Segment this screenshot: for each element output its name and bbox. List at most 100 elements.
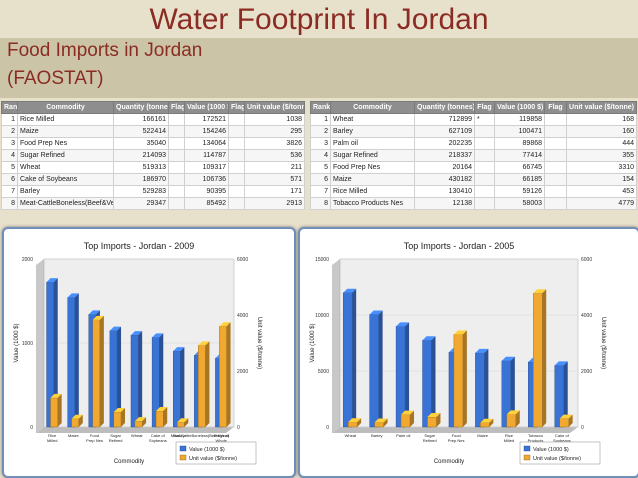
column-header[interactable]: Rank (310, 101, 331, 114)
table-cell: 5 (1, 161, 18, 174)
x-tick-label: Wheat (345, 433, 357, 438)
table-cell: 109317 (184, 161, 229, 174)
column-header[interactable]: Flag (168, 101, 185, 114)
table-cell: Food Prep Nes (330, 161, 415, 174)
table-cell: Wheat (330, 113, 415, 126)
table-cell (544, 185, 567, 198)
column-header[interactable]: Value (1000 $) (494, 101, 545, 114)
table-cell: 171 (244, 185, 305, 198)
table-cell: 35040 (113, 137, 169, 150)
table-cell: 519313 (113, 161, 169, 174)
y-tick-label: 15000 (315, 257, 329, 263)
bar-unit-value (347, 418, 362, 428)
x-tick-label: Cake of Soybeans (553, 433, 571, 443)
table-cell: 3 (1, 137, 18, 150)
table-cell: 6 (310, 173, 331, 186)
table-row: 4 Sugar Refined 218337 77414 355 (310, 149, 637, 162)
column-header[interactable]: Flag (228, 101, 245, 114)
table-cell (168, 137, 185, 150)
legend-swatch (523, 445, 531, 452)
table-cell (544, 137, 567, 150)
x-axis-label: Commodity (434, 459, 464, 465)
x-tick-label: Maize (68, 433, 79, 438)
legend-label: Unit value ($/tonne) (533, 456, 581, 462)
table-cell: 7 (310, 185, 331, 198)
table-cell: 355 (566, 149, 637, 162)
table-cell: 8 (310, 197, 331, 210)
column-header[interactable]: Commodity (17, 101, 114, 114)
table-cell: Sugar Refined (17, 149, 114, 162)
table-cell: 627109 (414, 125, 475, 138)
table-cell: Wheat (17, 161, 114, 174)
table-cell: * (474, 113, 495, 126)
table-cell: 130410 (414, 185, 475, 198)
column-header[interactable]: Value (1000 $) (184, 101, 229, 114)
bar-value (67, 293, 79, 428)
chart-panel-2005: Top Imports - Jordan - 2005 0 5000 10000 150… (298, 227, 638, 478)
y-tick-label: 1000 (22, 341, 33, 347)
table-cell: Cake of Soybeans (17, 173, 114, 186)
table-cell: Barley (330, 125, 415, 138)
chart-2009: Top Imports - Jordan - 2009 0 1000 2000 0 200… (14, 241, 262, 465)
y2-tick-label: 6000 (237, 257, 248, 263)
bar-value (151, 333, 164, 428)
column-header[interactable]: Unit value ($/tonne) (566, 101, 637, 114)
bar-value (501, 356, 515, 428)
column-header[interactable]: Rank (1, 101, 18, 114)
table-cell: Barley (17, 185, 114, 198)
table-cell: 90395 (184, 185, 229, 198)
column-header[interactable]: Flag (474, 101, 495, 114)
table-cell (474, 185, 495, 198)
table-row: 7 Rice Milled 130410 59126 453 (310, 185, 637, 198)
table-cell: 214093 (113, 149, 169, 162)
y-tick-label: 0 (326, 425, 329, 431)
table-cell: 211 (244, 161, 305, 174)
table-cell: 12138 (414, 197, 475, 210)
column-header[interactable]: Commodity (330, 101, 415, 114)
table-cell: 1 (310, 113, 331, 126)
table-row: 8 Tobacco Products Nes 12138 58003 4779 (310, 197, 637, 210)
table-cell: 4779 (566, 197, 637, 210)
x-tick-label: Rice Milled (504, 433, 514, 443)
table-row: 3 Palm oil 202235 89868 444 (310, 137, 637, 150)
column-header[interactable]: Quantity (tonnes) (113, 101, 169, 114)
bar-unit-value (176, 418, 189, 428)
x-tick-label: Food Prep Nes (448, 433, 465, 443)
table-cell: 114787 (184, 149, 229, 162)
table-row: 2 Barley 627109 100471 160 (310, 125, 637, 138)
slide-title: Water Footprint In Jordan (149, 3, 489, 36)
table-cell (228, 197, 245, 210)
legend (519, 441, 601, 465)
legend-label: Unit value ($/tonne) (189, 456, 237, 462)
y2-tick-label: 4000 (237, 313, 248, 319)
table-row: 1 Rice Milled 166161 172521 1038 (1, 113, 305, 126)
table-cell: 172521 (184, 113, 229, 126)
table-cell (544, 125, 567, 138)
column-header[interactable]: Flag (544, 101, 567, 114)
y-tick-label: 0 (30, 425, 33, 431)
bar-value (109, 326, 122, 428)
bar-value (422, 336, 436, 428)
table-cell: 186970 (113, 173, 169, 186)
legend-label: Value (1000 $) (189, 447, 225, 453)
bar-unit-value (198, 341, 210, 428)
table-cell: 154246 (184, 125, 229, 138)
column-header[interactable]: Unit value ($/tonne) (244, 101, 305, 114)
y2-axis-label: Unit value ($/tonne) (256, 317, 262, 369)
table-cell (228, 161, 245, 174)
table-cell (474, 161, 495, 174)
table-cell: 89868 (494, 137, 545, 150)
bar-unit-value (506, 410, 520, 428)
legend-swatch (179, 445, 187, 452)
table-cell: Tobacco Products Nes (330, 197, 415, 210)
column-header[interactable]: Quantity (tonnes) (414, 101, 475, 114)
y2-axis-label: Unit value ($/tonne) (600, 317, 606, 369)
table-cell (228, 149, 245, 162)
table-cell: Sugar Refined (330, 149, 415, 162)
table-cell: Maize (17, 125, 114, 138)
bar-unit-value (400, 410, 414, 428)
table-cell: 59126 (494, 185, 545, 198)
table-cell: Food Prep Nes (17, 137, 114, 150)
plot-floor (332, 427, 578, 433)
x-tick-label: Barley (371, 433, 382, 438)
